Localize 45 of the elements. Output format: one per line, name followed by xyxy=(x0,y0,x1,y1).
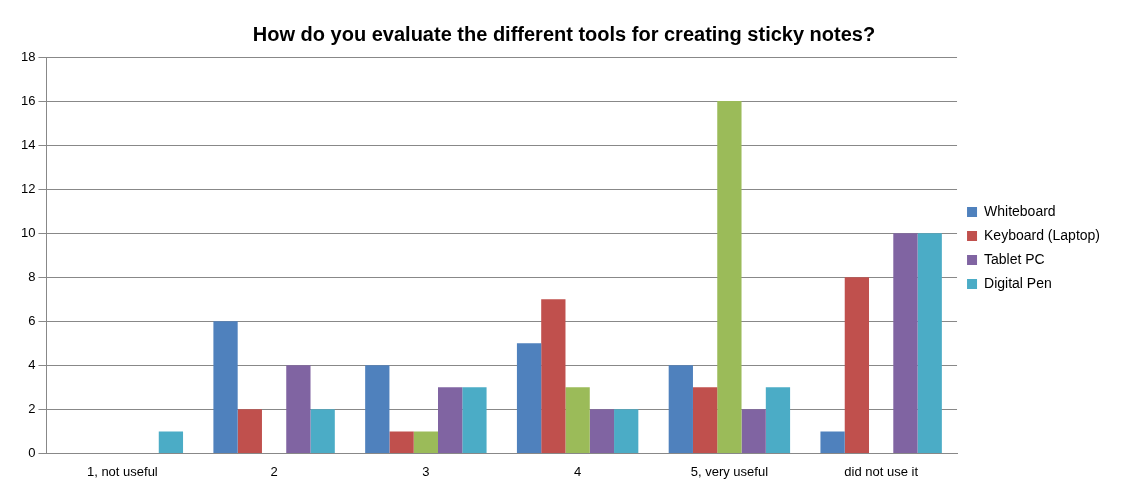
bar xyxy=(589,409,615,453)
y-tick-label: 14 xyxy=(20,136,36,152)
y-tick-label: 6 xyxy=(28,312,36,328)
bar xyxy=(389,431,414,453)
bar xyxy=(237,409,262,453)
bar xyxy=(286,365,311,453)
legend-label: Digital Pen xyxy=(984,274,1052,291)
bar xyxy=(541,299,566,453)
legend-label: Keyboard (Laptop) xyxy=(984,226,1100,243)
y-tick-label: 0 xyxy=(28,444,36,460)
bar xyxy=(893,233,918,453)
bar xyxy=(844,277,870,453)
y-tick-label: 10 xyxy=(20,224,36,240)
bar xyxy=(516,343,542,453)
bar xyxy=(565,387,590,453)
x-tick-label: did not use it xyxy=(844,463,919,479)
bar xyxy=(213,321,238,453)
bar xyxy=(820,431,845,453)
bar xyxy=(413,431,439,453)
bar xyxy=(692,387,718,453)
chart-title: How do you evaluate the different tools for creating sticky notes? xyxy=(252,22,876,45)
x-tick-label: 1, not useful xyxy=(86,463,158,479)
bar xyxy=(462,387,487,453)
bar xyxy=(765,387,791,453)
bar xyxy=(310,409,335,453)
bar xyxy=(741,409,766,453)
y-tick-label: 4 xyxy=(28,356,36,372)
legend-label: Tablet PC xyxy=(984,250,1045,267)
bar xyxy=(438,387,463,453)
bar xyxy=(614,409,639,453)
bar xyxy=(158,431,184,453)
bar xyxy=(717,101,742,453)
y-tick-label: 18 xyxy=(20,48,36,64)
y-tick-label: 8 xyxy=(28,268,36,284)
x-tick-label: 3 xyxy=(422,463,430,479)
x-tick-label: 2 xyxy=(270,463,278,479)
y-tick-label: 16 xyxy=(20,92,36,108)
y-tick-label: 2 xyxy=(28,400,36,416)
bar xyxy=(668,365,693,453)
y-tick-label: 12 xyxy=(20,180,36,196)
bar xyxy=(917,233,942,453)
legend-label: Whiteboard xyxy=(984,202,1056,219)
x-tick-label: 4 xyxy=(574,463,582,479)
x-tick-label: 5, very useful xyxy=(690,463,769,479)
bar xyxy=(365,365,390,453)
